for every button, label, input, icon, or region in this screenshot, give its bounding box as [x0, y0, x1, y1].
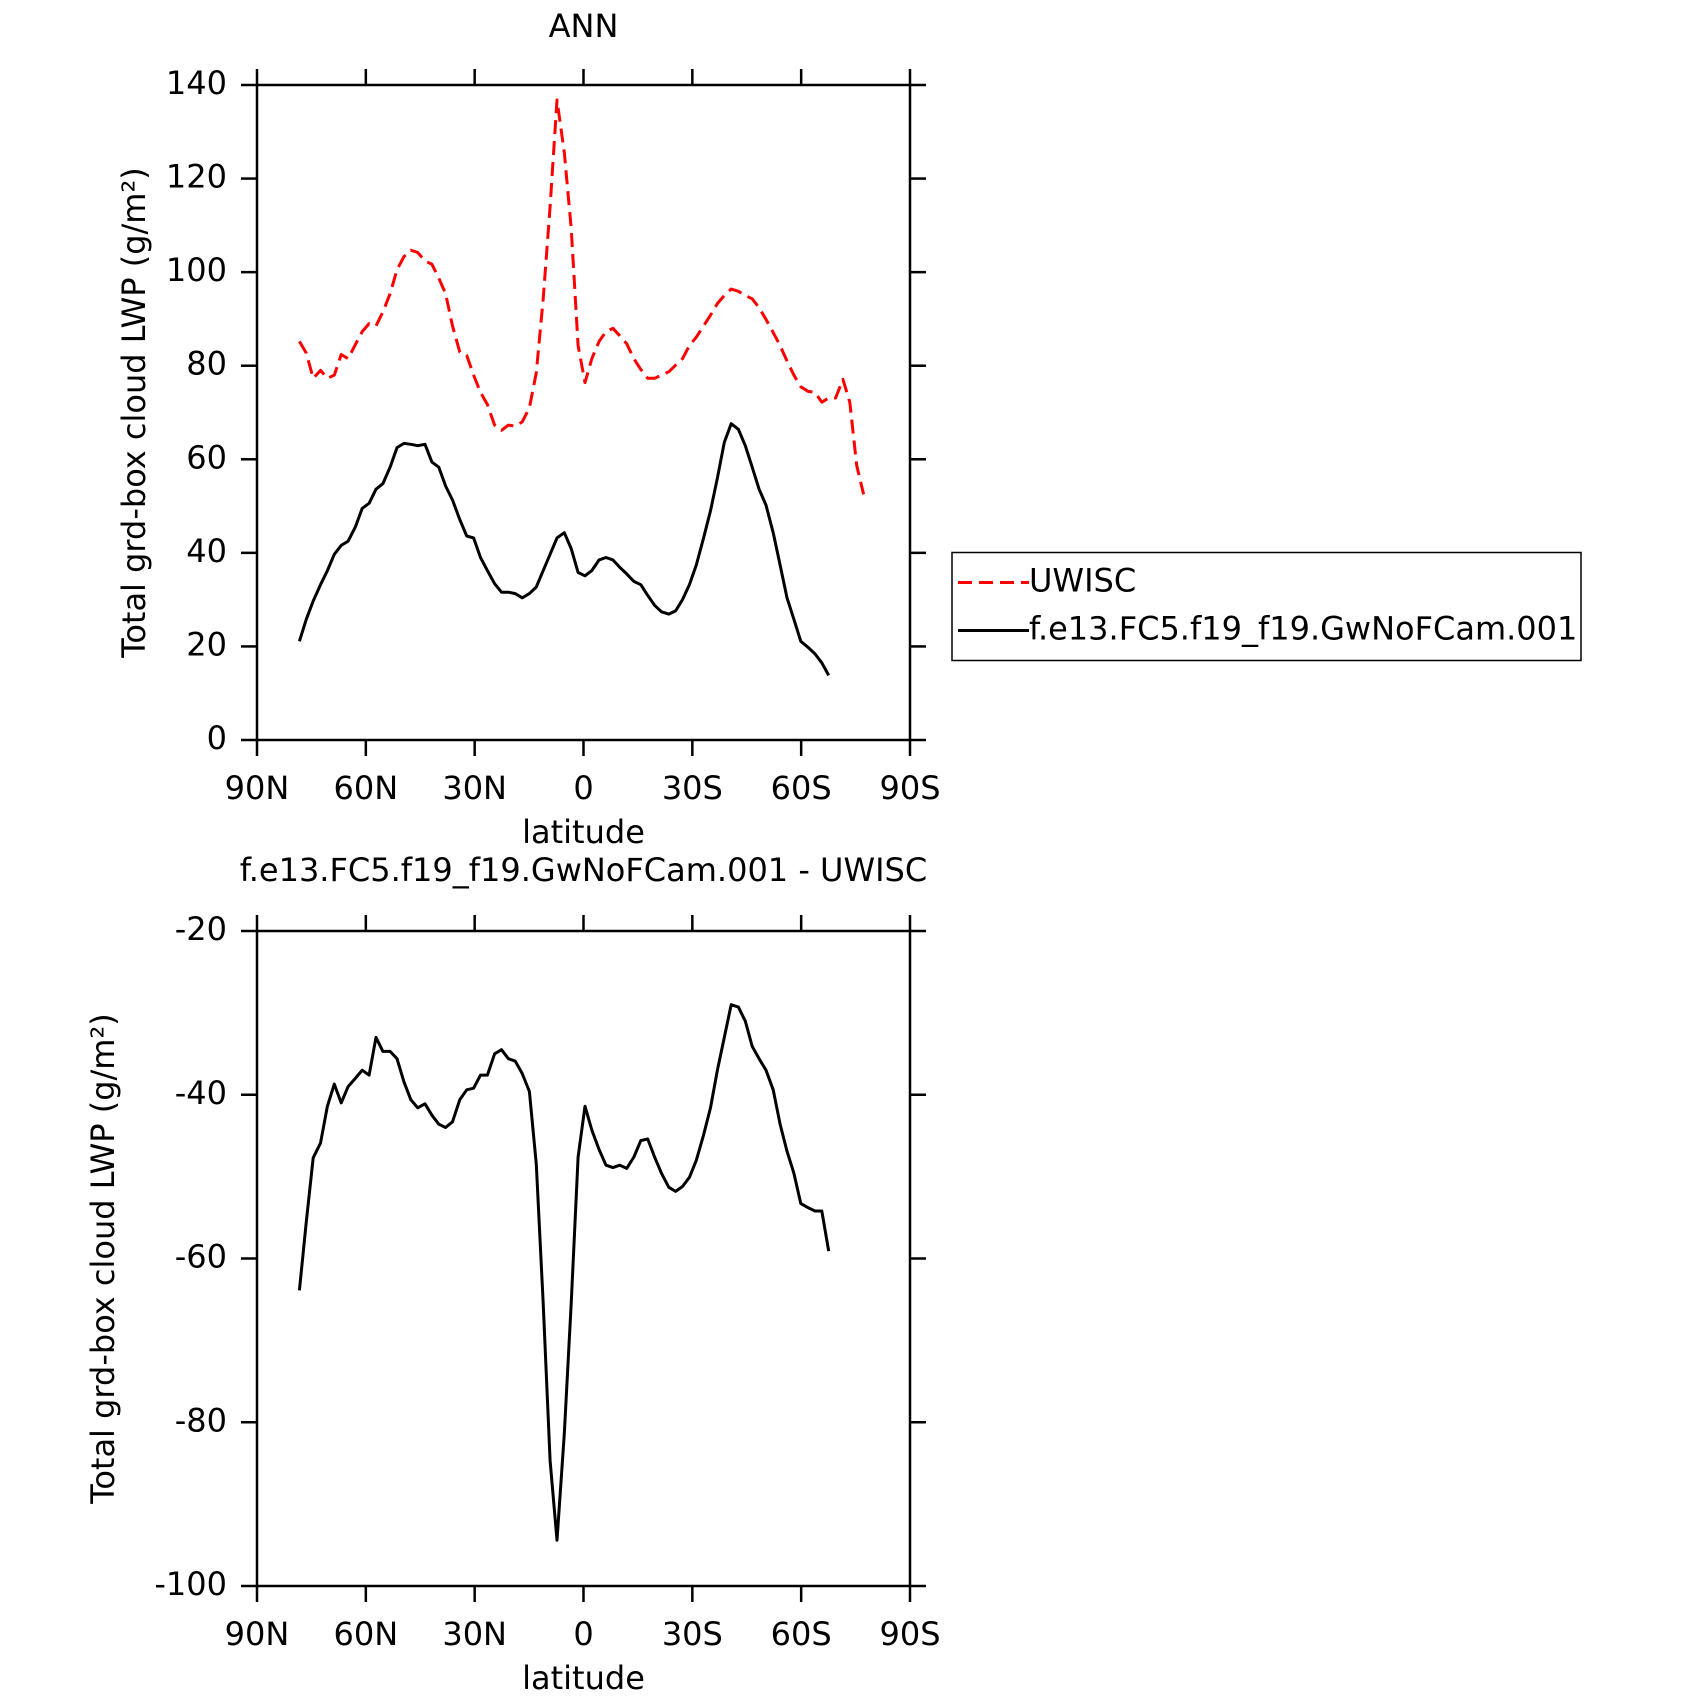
y-tick-label: -60 [175, 1238, 227, 1276]
x-axis-label: latitude [522, 813, 645, 851]
y-tick-label: 120 [166, 158, 227, 196]
x-tick-label: 30S [662, 769, 723, 807]
data-line [298, 98, 866, 495]
chart-title: ANN [549, 7, 619, 45]
x-tick-label: 0 [573, 769, 593, 807]
x-tick-label: 90N [225, 1615, 290, 1653]
y-axis-label: Total grd-box cloud LWP (g/m²) [115, 167, 153, 659]
y-tick-label: 140 [166, 64, 227, 102]
y-tick-label: 100 [166, 251, 227, 289]
legend-label: UWISC [1029, 562, 1136, 600]
y-tick-label: 0 [207, 719, 227, 757]
x-tick-label: 90N [225, 769, 290, 807]
x-tick-label: 60N [334, 769, 399, 807]
y-tick-label: -100 [154, 1565, 227, 1603]
x-tick-label: 90S [879, 769, 940, 807]
y-tick-label: 60 [186, 438, 227, 476]
y-tick-label: -80 [175, 1401, 227, 1439]
legend-box [951, 551, 1582, 662]
x-tick-label: 90S [879, 1615, 940, 1653]
y-tick-label: 40 [186, 532, 227, 570]
chart-title: f.e13.FC5.f19_f19.GwNoFCam.001 - UWISC [240, 851, 927, 889]
y-tick-label: 80 [186, 345, 227, 383]
y-axis-label: Total grd-box cloud LWP (g/m²) [84, 1013, 122, 1505]
x-tick-label: 0 [573, 1615, 593, 1653]
x-tick-label: 30N [442, 1615, 507, 1653]
x-tick-label: 30N [442, 769, 507, 807]
x-tick-label: 30S [662, 1615, 723, 1653]
y-tick-label: 20 [186, 625, 227, 663]
x-tick-label: 60N [334, 1615, 399, 1653]
legend-label: f.e13.FC5.f19_f19.GwNoFCam.001 [1029, 610, 1577, 648]
x-tick-label: 60S [771, 769, 832, 807]
x-tick-label: 60S [771, 1615, 832, 1653]
data-line [297, 422, 831, 677]
plot-frame [255, 83, 912, 742]
data-line [297, 1003, 831, 1542]
y-tick-label: -40 [175, 1074, 227, 1112]
y-tick-label: -20 [175, 910, 227, 948]
plot-frame [255, 929, 912, 1588]
x-axis-label: latitude [522, 1659, 645, 1697]
